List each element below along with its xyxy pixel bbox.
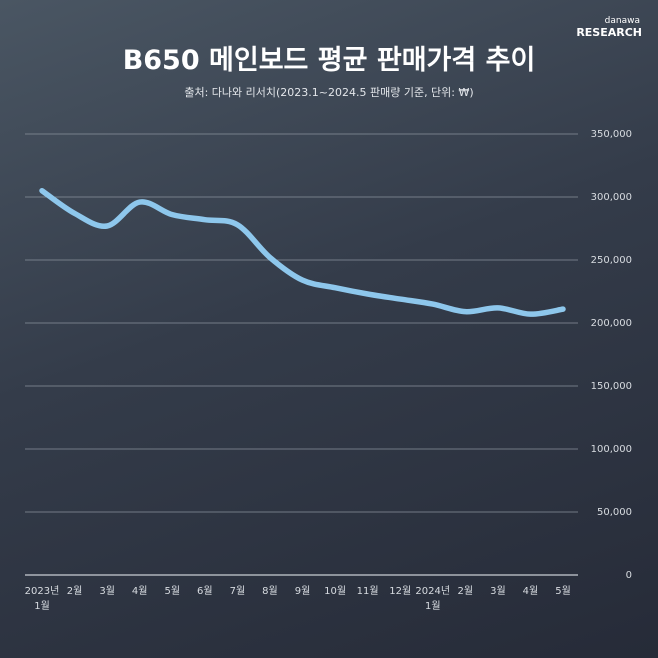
chart-title: B650 메인보드 평균 판매가격 추이 xyxy=(122,45,536,76)
y-tick-label: 350,000 xyxy=(591,129,632,140)
y-tick-label: 0 xyxy=(626,570,632,581)
brand-top: danawa xyxy=(604,16,640,26)
x-tick-label: 2월 xyxy=(457,586,474,597)
chart-subtitle: 출처: 다나와 리서치(2023.1~2024.5 판매량 기준, 단위: ₩) xyxy=(184,86,474,99)
x-tick-label: 5월 xyxy=(555,586,571,597)
x-tick-label: 3월 xyxy=(99,586,115,597)
x-tick-label: 4월 xyxy=(522,586,539,597)
y-tick-label: 150,000 xyxy=(591,381,632,392)
x-tick-label: 7월 xyxy=(229,586,246,597)
brand-bottom: RESEARCH xyxy=(576,26,642,39)
y-tick-label: 250,000 xyxy=(591,255,632,266)
x-tick-label: 3월 xyxy=(490,586,506,597)
x-tick-label: 12월 xyxy=(389,586,412,597)
x-tick-label: 5월 xyxy=(164,586,181,597)
x-tick-label: 2024년 1월 xyxy=(415,586,451,612)
y-tick-label: 200,000 xyxy=(591,318,632,329)
y-tick-label: 50,000 xyxy=(597,507,632,518)
x-tick-label: 8월 xyxy=(262,586,278,597)
x-tick-label: 11월 xyxy=(356,586,379,597)
line xyxy=(39,187,566,317)
x-tick-label: 4월 xyxy=(131,586,148,597)
y-tick-label: 100,000 xyxy=(591,444,632,455)
x-tick-label: 2023년 1월 xyxy=(24,586,60,612)
x-tick-label: 6월 xyxy=(197,586,213,597)
x-tick-label: 2월 xyxy=(66,586,83,597)
x-tick-label: 10월 xyxy=(324,586,347,597)
x-tick-label: 9월 xyxy=(294,586,311,597)
y-tick-label: 300,000 xyxy=(591,192,632,203)
